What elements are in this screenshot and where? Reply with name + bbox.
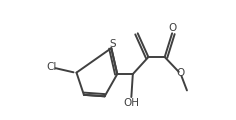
Text: Cl: Cl [46,62,56,72]
Text: OH: OH [123,98,139,108]
Text: O: O [169,23,177,33]
Text: S: S [110,39,116,49]
Text: O: O [176,68,184,78]
